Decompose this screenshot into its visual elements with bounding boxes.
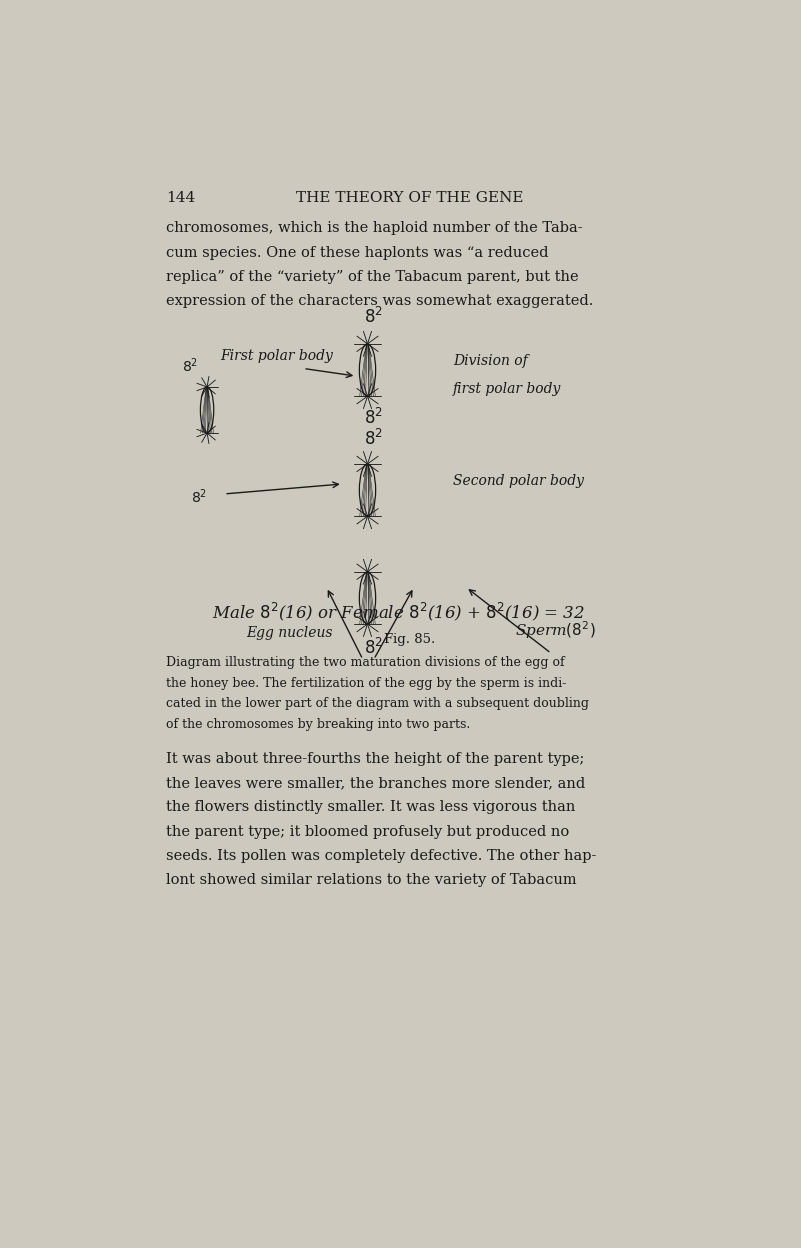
Text: the leaves were smaller, the branches more slender, and: the leaves were smaller, the branches mo…	[166, 776, 586, 790]
Text: $8^2$: $8^2$	[364, 307, 383, 327]
Text: Fig. 85.: Fig. 85.	[384, 633, 436, 646]
Text: the honey bee. The fertilization of the egg by the sperm is indi-: the honey bee. The fertilization of the …	[166, 676, 566, 690]
Text: lont showed similar relations to the variety of Tabacum: lont showed similar relations to the var…	[166, 874, 577, 887]
Text: the flowers distinctly smaller. It was less vigorous than: the flowers distinctly smaller. It was l…	[166, 800, 575, 815]
Text: Division of: Division of	[453, 353, 528, 368]
Text: $8^2$: $8^2$	[364, 408, 383, 428]
Text: $8^2$: $8^2$	[364, 638, 383, 658]
Text: First polar body: First polar body	[220, 349, 333, 363]
Text: THE THEORY OF THE GENE: THE THEORY OF THE GENE	[296, 191, 524, 205]
Text: 144: 144	[166, 191, 195, 205]
Text: the parent type; it bloomed profusely but produced no: the parent type; it bloomed profusely bu…	[166, 825, 570, 839]
Text: expression of the characters was somewhat exaggerated.: expression of the characters was somewha…	[166, 295, 594, 308]
Text: Second polar body: Second polar body	[453, 474, 584, 488]
Text: cum species. One of these haplonts was “a reduced: cum species. One of these haplonts was “…	[166, 246, 549, 260]
Text: $8^2$: $8^2$	[182, 357, 198, 376]
Text: of the chromosomes by breaking into two parts.: of the chromosomes by breaking into two …	[166, 718, 470, 730]
Text: Male $8^2$(16) or Female $8^2$(16) + $8^2$(16) = 32: Male $8^2$(16) or Female $8^2$(16) + $8^…	[212, 602, 585, 623]
Text: first polar body: first polar body	[453, 382, 562, 396]
Text: seeds. Its pollen was completely defective. The other hap-: seeds. Its pollen was completely defecti…	[166, 849, 597, 862]
Text: It was about three-fourths the height of the parent type;: It was about three-fourths the height of…	[166, 751, 585, 766]
Text: replica” of the “variety” of the Tabacum parent, but the: replica” of the “variety” of the Tabacum…	[166, 270, 578, 283]
Text: Egg nucleus: Egg nucleus	[246, 626, 332, 640]
Text: chromosomes, which is the haploid number of the Taba-: chromosomes, which is the haploid number…	[166, 221, 582, 236]
Text: cated in the lower part of the diagram with a subsequent doubling: cated in the lower part of the diagram w…	[166, 698, 589, 710]
Text: $8^2$: $8^2$	[364, 428, 383, 448]
Text: Sperm$(8^2)$: Sperm$(8^2)$	[515, 619, 595, 641]
Text: Diagram illustrating the two maturation divisions of the egg of: Diagram illustrating the two maturation …	[166, 656, 565, 669]
Text: $8^2$: $8^2$	[191, 487, 207, 505]
